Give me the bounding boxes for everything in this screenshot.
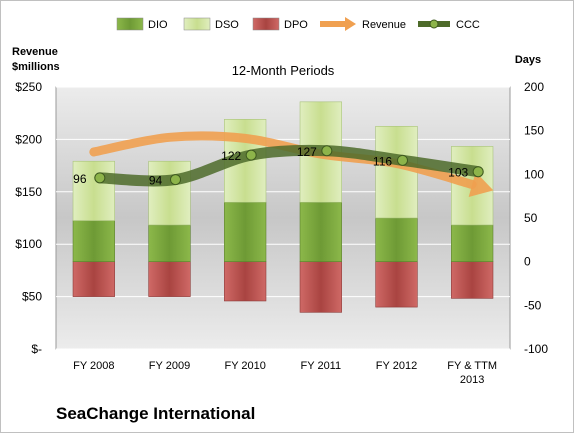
chart-title: 12-Month Periods [232,63,335,78]
right-axis-tick-label: 50 [524,211,538,225]
right-axis-tick-label: 100 [524,167,544,181]
ccc-point [94,172,106,184]
series-line-ccc [94,144,484,187]
right-axis-tick-label: -100 [524,342,548,356]
bar-dio [224,201,267,262]
left-axis-tick-label: $100 [15,237,42,251]
left-axis-tick-label: $150 [15,185,42,199]
legend-swatch [252,17,280,31]
ccc-data-label: 127 [297,145,317,159]
legend-swatch [116,17,144,31]
bar-dpo [299,261,342,313]
legend-swatch [183,17,211,31]
ccc-data-label: 94 [149,174,163,188]
bar-dso [148,160,191,226]
ccc-data-label: 103 [448,166,468,180]
bar-dpo [72,261,115,297]
right-axis-tick-label: 0 [524,255,531,269]
legend-label: DIO [148,19,168,31]
left-axis-title: $millions [12,61,60,73]
bar-dpo [148,261,191,297]
bar-dio [451,224,494,262]
category-label: FY & TTM [447,360,497,372]
legend-label: Revenue [362,19,406,31]
left-axis-tick-label: $- [31,342,42,356]
legend-label: DPO [284,19,308,31]
right-axis-tick-label: 150 [524,124,544,138]
ccc-data-label: 96 [73,172,87,186]
bar-dso [72,160,115,221]
bar-dpo [375,261,418,308]
left-axis-tick-label: $50 [22,290,42,304]
bar-dpo [451,261,494,299]
category-label: FY 2011 [301,360,342,372]
company-name: SeaChange International [56,404,256,423]
legend-label: DSO [215,19,239,31]
ccc-point [472,166,484,178]
bar-dio [375,217,418,262]
legend-label: CCC [456,19,480,31]
right-axis-tick-label: 200 [524,80,544,94]
left-axis-tick-label: $200 [15,132,42,146]
category-label: FY 2010 [224,360,265,372]
bar-dio [148,224,191,262]
category-label: FY 2008 [73,360,114,372]
ccc-data-label: 116 [373,154,392,168]
ccc-data-label: 122 [221,149,241,163]
category-label: 2013 [460,374,484,386]
bar-dio [72,220,115,262]
bar-dso [375,126,418,219]
ccc-point [170,174,181,186]
ccc-point [397,154,408,166]
legend-swatch-arrowhead [345,17,356,31]
legend-swatch-marker [429,19,439,29]
ccc-point [245,149,257,161]
right-axis-title: Days [515,54,541,66]
category-label: FY 2012 [376,360,417,372]
category-label: FY 2009 [149,360,190,372]
bar-dpo [224,261,267,302]
plot-area [55,86,511,350]
left-axis-tick-label: $250 [15,80,42,94]
bar-dio [299,201,342,262]
series-arrowhead-revenue [468,171,494,197]
left-axis-title: Revenue [12,46,58,58]
ccc-point [321,145,333,157]
right-axis-tick-label: -50 [524,298,542,312]
